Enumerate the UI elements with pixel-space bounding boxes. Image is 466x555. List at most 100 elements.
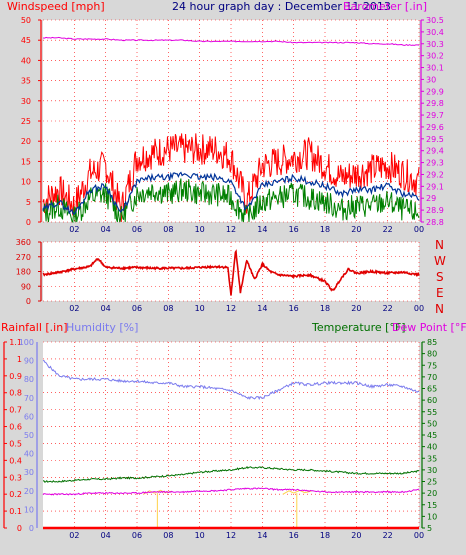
temperature-tick-label: 5: [427, 524, 432, 533]
temperature-tick-label: 65: [427, 385, 437, 394]
windspeed-tick-label: 45: [21, 36, 31, 45]
rainfall-tick-label: 0.1: [9, 507, 22, 516]
humidity-x-tick-label: 02: [69, 531, 79, 540]
compass-n-bottom: N: [435, 302, 444, 316]
barometer-tick-label: 29.5: [426, 135, 444, 144]
chart-marks: [42, 36, 420, 530]
direction-x-tick-label: 00: [414, 304, 424, 313]
temperature-tick-label: 50: [427, 419, 437, 428]
rainfall-tick-label: 1.1: [9, 338, 22, 347]
temperature-tick-label: 30: [427, 466, 437, 475]
rainfall-tick-label: 0.8: [9, 389, 22, 398]
rain-marker-squiggle: [282, 489, 312, 495]
wind-x-tick-label: 18: [320, 225, 330, 234]
windspeed-tick-label: 25: [21, 117, 31, 126]
humidity-axis-title: Humidity [%]: [66, 321, 138, 334]
humidity-tick-label: 10: [24, 505, 34, 514]
barometer-tick-label: 29.4: [426, 147, 444, 156]
windspeed-tick-label: 10: [21, 178, 31, 187]
temperature-tick-label: 60: [427, 396, 437, 405]
humidity-tick-label: 80: [24, 375, 34, 384]
direction-x-tick-label: 16: [289, 304, 299, 313]
humidity-x-tick-label: 16: [289, 531, 299, 540]
temperature-tick-label: 75: [427, 361, 437, 370]
rainfall-tick-label: 0.6: [9, 423, 22, 432]
direction-tick-label: 360: [16, 238, 31, 247]
direction-x-tick-label: 22: [383, 304, 393, 313]
humidity-tick-label: 50: [24, 431, 34, 440]
barometer-tick-label: 30.2: [426, 52, 444, 61]
direction-x-tick-label: 18: [320, 304, 330, 313]
humidity-tick-label: 0: [29, 524, 34, 533]
humidity-tick-label: 20: [24, 487, 34, 496]
direction-x-tick-label: 10: [195, 304, 205, 313]
direction-tick-label: 180: [16, 268, 31, 277]
rainfall-tick-label: 0.2: [9, 490, 22, 499]
humidity-x-tick-label: 00: [414, 531, 424, 540]
rainfall-tick-label: 1: [17, 355, 22, 364]
humidity-x-tick-label: 10: [195, 531, 205, 540]
compass-n-top: N: [435, 238, 444, 252]
dewpoint-line: [42, 487, 420, 496]
wind-x-tick-label: 22: [383, 225, 393, 234]
windspeed-tick-label: 40: [21, 56, 31, 65]
barometer-tick-label: 29.2: [426, 170, 444, 179]
axes: 0510152025303540455028.828.92929.129.229…: [3, 16, 444, 540]
compass-s: S: [436, 270, 444, 284]
wind-x-tick-label: 04: [101, 225, 111, 234]
direction-x-tick-label: 06: [132, 304, 142, 313]
humidity-tick-label: 40: [24, 450, 34, 459]
compass-e: E: [436, 286, 444, 300]
direction-x-tick-label: 04: [101, 304, 111, 313]
direction-x-tick-label: 14: [257, 304, 267, 313]
barometer-tick-label: 28.8: [426, 218, 444, 227]
barometer-tick-label: 29.8: [426, 99, 444, 108]
temperature-line: [42, 465, 420, 483]
barometer-tick-label: 30.1: [426, 64, 444, 73]
barometer-tick-label: 29.7: [426, 111, 444, 120]
temperature-tick-label: 40: [427, 443, 437, 452]
graph-title: 24 hour graph day : December 11 2013: [172, 0, 391, 13]
barometer-axis-title: Barometer [.in]: [343, 0, 427, 13]
wind-average-line: [42, 171, 420, 215]
humidity-x-tick-label: 04: [101, 531, 111, 540]
temperature-tick-label: 35: [427, 454, 437, 463]
humidity-tick-label: 90: [24, 357, 34, 366]
humidity-x-tick-label: 08: [163, 531, 173, 540]
direction-x-tick-label: 20: [351, 304, 361, 313]
humidity-tick-label: 100: [19, 338, 34, 347]
barometer-tick-label: 30.5: [426, 16, 444, 25]
direction-x-tick-label: 12: [226, 304, 236, 313]
temperature-tick-label: 45: [427, 431, 437, 440]
temperature-tick-label: 25: [427, 478, 437, 487]
humidity-tick-label: 70: [24, 394, 34, 403]
barometer-tick-label: 29.1: [426, 182, 444, 191]
direction-tick-label: 0: [26, 297, 31, 306]
humidity-x-tick-label: 14: [257, 531, 267, 540]
wind-speed-line: [42, 178, 420, 224]
windspeed-tick-label: 30: [21, 97, 31, 106]
humidity-x-tick-label: 06: [132, 531, 142, 540]
wind-x-tick-label: 16: [289, 225, 299, 234]
temperature-axis-title: Temperature [°F]: [311, 321, 406, 334]
wind-direction-line: [42, 249, 420, 296]
temperature-tick-label: 20: [427, 489, 437, 498]
humidity-x-tick-label: 18: [320, 531, 330, 540]
wind-x-tick-label: 06: [132, 225, 142, 234]
rainfall-axis-title: Rainfall [.in]: [1, 321, 68, 334]
humidity-tick-label: 60: [24, 412, 34, 421]
humidity-line: [42, 359, 420, 401]
rainfall-tick-label: 0.4: [9, 456, 22, 465]
barometer-tick-label: 29.6: [426, 123, 444, 132]
direction-tick-label: 270: [16, 253, 31, 262]
temperature-tick-label: 80: [427, 350, 437, 359]
barometer-tick-label: 29.3: [426, 159, 444, 168]
windspeed-tick-label: 50: [21, 16, 31, 25]
temperature-tick-label: 85: [427, 338, 437, 347]
barometer-tick-label: 30.3: [426, 40, 444, 49]
windspeed-tick-label: 0: [26, 218, 31, 227]
temperature-tick-label: 10: [427, 512, 437, 521]
barometer-tick-label: 28.9: [426, 206, 444, 215]
